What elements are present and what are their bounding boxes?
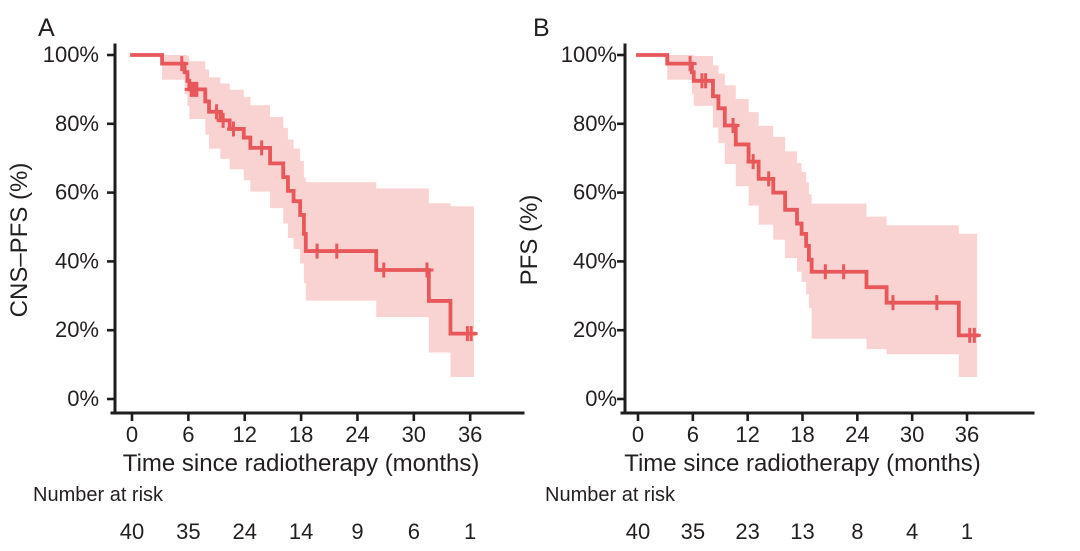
x-tick-label: 12 <box>735 422 759 447</box>
y-tick-label: 40% <box>573 248 617 273</box>
x-tick-label: 36 <box>458 422 482 447</box>
x-tick-label: 30 <box>900 422 924 447</box>
x-tick-label: 12 <box>232 422 256 447</box>
x-tick-label: 18 <box>790 422 814 447</box>
y-axis-title: CNS–PFS (%) <box>6 163 33 318</box>
risk-count: 23 <box>735 519 759 544</box>
y-tick-label: 100% <box>561 42 617 67</box>
x-tick-label: 30 <box>402 422 426 447</box>
y-tick-label: 60% <box>55 180 99 205</box>
x-tick-label: 0 <box>126 422 138 447</box>
x-tick-label: 6 <box>182 422 194 447</box>
number-at-risk-label: Number at risk <box>545 484 676 506</box>
confidence-band-a <box>162 55 474 377</box>
y-tick-label: 100% <box>43 42 99 67</box>
x-axis-title: Time since radiotherapy (months) <box>123 450 480 477</box>
y-axis-title: PFS (%) <box>516 195 543 286</box>
x-tick-label: 6 <box>687 422 699 447</box>
y-tick-label: 80% <box>573 111 617 136</box>
y-tick-label: 60% <box>573 180 617 205</box>
x-tick-label: 36 <box>955 422 979 447</box>
y-tick-label: 0% <box>67 386 99 411</box>
risk-count: 6 <box>408 519 420 544</box>
risk-count: 9 <box>351 519 363 544</box>
x-tick-label: 18 <box>289 422 313 447</box>
km-panel-a: 0 40 6 35 12 24 18 14 24 9 30 6 36 1 0% 20% 40% 60% 80% 100… <box>6 14 525 544</box>
number-at-risk-label: Number at risk <box>33 484 164 506</box>
confidence-band-b <box>667 55 978 377</box>
x-tick-label: 24 <box>845 422 869 447</box>
risk-count: 35 <box>176 519 200 544</box>
risk-count: 1 <box>961 519 973 544</box>
panel-letter: A <box>38 14 55 42</box>
y-tick-label: 20% <box>55 317 99 342</box>
censor-marks <box>175 56 478 342</box>
censor-marks <box>683 56 981 343</box>
x-axis-title: Time since radiotherapy (months) <box>624 450 981 477</box>
risk-count: 14 <box>289 519 313 544</box>
risk-count: 1 <box>464 519 476 544</box>
risk-count: 4 <box>906 519 918 544</box>
y-tick-label: 0% <box>585 386 617 411</box>
y-tick-label: 80% <box>55 111 99 136</box>
x-tick-label: 0 <box>632 422 644 447</box>
y-tick-label: 20% <box>573 317 617 342</box>
km-panel-b: 0 40 6 35 12 23 18 13 24 8 30 4 36 1 0% 20% 40% 60% 80% 100… <box>516 14 1035 544</box>
y-tick-label: 40% <box>55 248 99 273</box>
panel-letter: B <box>533 14 550 42</box>
risk-count: 24 <box>232 519 256 544</box>
risk-count: 40 <box>120 519 144 544</box>
risk-count: 40 <box>626 519 650 544</box>
x-tick-label: 24 <box>345 422 369 447</box>
risk-count: 35 <box>681 519 705 544</box>
risk-count: 8 <box>851 519 863 544</box>
risk-count: 13 <box>790 519 814 544</box>
